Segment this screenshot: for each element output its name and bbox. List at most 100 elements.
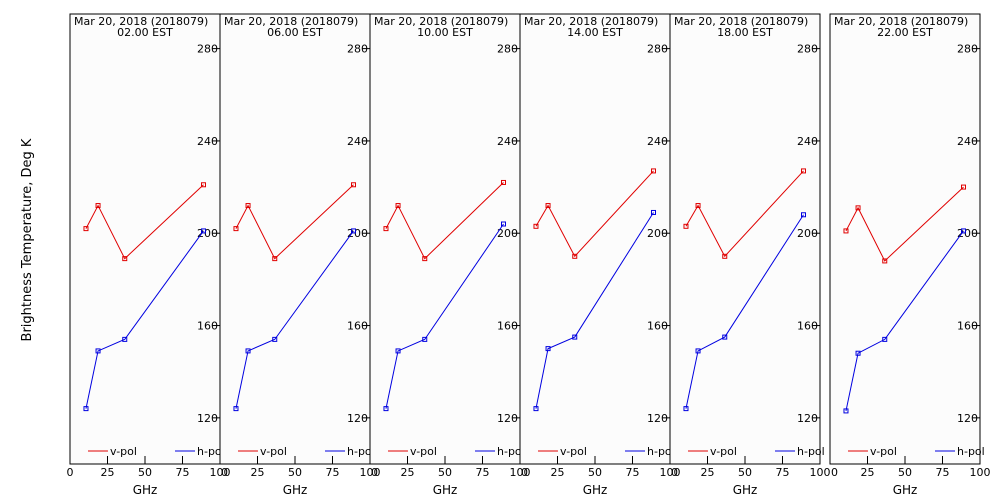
panel-subtitle: 22.00 EST [877, 26, 933, 39]
y-axis-label: Brightness Temperature, Deg K [20, 138, 35, 341]
data-point-h-pol [272, 336, 278, 342]
legend-label-h-pol: h-pol [197, 445, 225, 458]
x-tick-label: 25 [101, 466, 115, 479]
x-axis-label: GHz [893, 483, 918, 497]
plot-frame [829, 13, 981, 465]
y-tick-label: 240 [797, 135, 818, 148]
x-tick-label: 100 [510, 466, 531, 479]
x-tick-label: 0 [671, 466, 678, 479]
y-tick-label: 120 [197, 412, 218, 425]
data-point-v-pol [801, 168, 806, 174]
y-tick-label: 120 [797, 412, 818, 425]
x-tick-label: 100 [970, 466, 991, 479]
panel-subtitle: 10.00 EST [417, 26, 473, 39]
series-line-v-pol [845, 186, 964, 262]
data-point-v-pol [695, 203, 701, 209]
y-tick-label: 200 [957, 227, 978, 240]
panel-title: Mar 20, 2018 (2018079) [834, 15, 968, 28]
plot-frame [669, 13, 821, 465]
y-tick-label: 240 [647, 135, 668, 148]
y-tick-label: 160 [647, 320, 668, 333]
data-point-h-pol [201, 228, 206, 234]
series-line-h-pol [845, 230, 964, 412]
x-tick-label: 50 [288, 466, 302, 479]
y-tick-label: 120 [497, 412, 518, 425]
x-tick-label: 25 [251, 466, 265, 479]
legend-label-h-pol: h-pol [347, 445, 375, 458]
panels: 120 160 200 240 280 0 25 50 75 100 GHz v-pol h-pol Ma… [67, 13, 991, 497]
plot-area [520, 14, 670, 464]
y-tick-label: 240 [347, 135, 368, 148]
data-point-h-pol [545, 346, 551, 352]
series-line-h-pol [85, 230, 204, 409]
data-point-v-pol [395, 203, 401, 209]
data-point-v-pol [533, 223, 539, 229]
data-point-v-pol [83, 226, 89, 232]
x-tick-label: 100 [660, 466, 681, 479]
data-point-h-pol [695, 348, 701, 354]
series-line-h-pol [685, 214, 804, 409]
y-tick-label: 200 [647, 227, 668, 240]
data-point-v-pol [722, 253, 728, 259]
data-point-h-pol [683, 406, 689, 412]
data-point-v-pol [272, 256, 278, 262]
data-point-h-pol [843, 408, 849, 414]
legend-label-v-pol: v-pol [260, 445, 287, 458]
data-point-h-pol [422, 336, 428, 342]
data-point-h-pol [722, 334, 728, 340]
y-tick-label: 200 [197, 227, 218, 240]
data-point-h-pol [961, 228, 966, 234]
legend-label-h-pol: h-pol [797, 445, 825, 458]
chart-panel: 120 160 200 240 280 0 25 50 75 100 GHz v-pol h-pol Ma… [669, 13, 831, 497]
data-point-v-pol [961, 184, 966, 190]
y-tick-label: 280 [647, 43, 668, 56]
y-tick-label: 120 [957, 412, 978, 425]
y-tick-label: 160 [797, 320, 818, 333]
legend-label-v-pol: v-pol [560, 445, 587, 458]
x-axis-label: GHz [583, 483, 608, 497]
data-point-h-pol [533, 406, 539, 412]
x-tick-label: 0 [831, 466, 838, 479]
legend-label-v-pol: v-pol [710, 445, 737, 458]
series-line-h-pol [235, 230, 354, 409]
series-line-v-pol [385, 182, 504, 260]
y-tick-label: 280 [197, 43, 218, 56]
data-point-v-pol [383, 226, 389, 232]
x-tick-label: 75 [936, 466, 950, 479]
x-tick-label: 25 [401, 466, 415, 479]
series-line-v-pol [535, 170, 654, 258]
x-tick-label: 0 [221, 466, 228, 479]
panel-title: Mar 20, 2018 (2018079) [374, 15, 508, 28]
x-tick-label: 100 [210, 466, 231, 479]
data-point-v-pol [545, 203, 551, 209]
plot-area [670, 14, 820, 464]
data-point-v-pol [843, 228, 849, 234]
y-tick-label: 240 [497, 135, 518, 148]
panel-subtitle: 02.00 EST [117, 26, 173, 39]
x-tick-label: 75 [326, 466, 340, 479]
x-tick-label: 100 [810, 466, 831, 479]
data-point-h-pol [651, 209, 656, 215]
panel-title: Mar 20, 2018 (2018079) [674, 15, 808, 28]
series-line-h-pol [385, 223, 504, 409]
data-point-h-pol [801, 212, 806, 218]
x-tick-label: 0 [521, 466, 528, 479]
y-tick-label: 280 [797, 43, 818, 56]
data-point-h-pol [395, 348, 401, 354]
legend-label-v-pol: v-pol [870, 445, 897, 458]
data-point-v-pol [245, 203, 251, 209]
y-tick-label: 200 [347, 227, 368, 240]
x-axis-label: GHz [133, 483, 158, 497]
x-tick-label: 50 [738, 466, 752, 479]
legend-label-h-pol: h-pol [497, 445, 525, 458]
legend-label-h-pol: h-pol [957, 445, 985, 458]
x-tick-label: 25 [551, 466, 565, 479]
series-line-v-pol [85, 184, 204, 260]
chart-panel: 120 160 200 240 280 0 25 50 75 100 GHz v-pol h-pol Ma… [219, 13, 381, 497]
data-point-h-pol [83, 406, 89, 412]
data-point-v-pol [95, 203, 101, 209]
x-tick-label: 0 [67, 466, 74, 479]
x-tick-label: 25 [701, 466, 715, 479]
x-tick-label: 50 [898, 466, 912, 479]
x-tick-label: 75 [476, 466, 490, 479]
